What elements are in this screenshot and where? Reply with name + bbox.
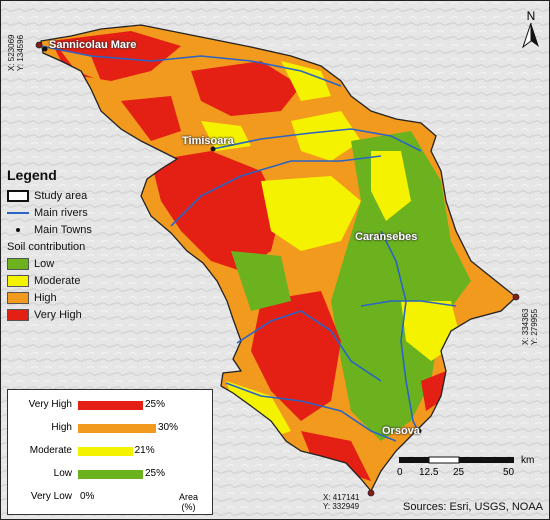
legend-soil-class: Low xyxy=(7,255,157,272)
bar-value-label: 0% xyxy=(80,491,95,502)
study-area-boundary xyxy=(40,24,517,493)
soil-class-swatch xyxy=(7,308,29,321)
legend-soil-title: Soil contribution xyxy=(7,241,86,253)
bar-category-label: Very High xyxy=(28,399,72,410)
town-label-timisoara: Timisoara xyxy=(182,135,234,147)
scale-bar-graphic xyxy=(399,456,514,464)
bar-value-label: 25% xyxy=(145,399,166,410)
soil-class-label: High xyxy=(34,291,57,304)
bar xyxy=(78,424,156,433)
bar xyxy=(78,447,133,456)
main-rivers xyxy=(40,45,457,442)
town-label-orsova: Orsova xyxy=(382,425,420,437)
bar-row: Very Low 0% xyxy=(8,490,212,504)
legend-title: Legend xyxy=(7,167,57,183)
area-bar-chart: Very High 25% High 30% Moderate 21% Low 25% Very… xyxy=(7,389,213,515)
bar-row: Low 25% xyxy=(8,467,212,481)
sources-credit: Sources: Esri, USGS, NOAA xyxy=(403,501,543,513)
north-arrow-icon xyxy=(522,22,539,49)
bar-category-label: Low xyxy=(53,468,72,479)
soil-class-label: Very High xyxy=(34,308,82,321)
town-dot-orsova xyxy=(416,428,422,434)
coord-nw: X: 523069 Y: 134596 xyxy=(7,34,25,71)
bar-category-label: Very Low xyxy=(30,491,72,502)
scale-unit: km xyxy=(521,455,535,466)
soil-class-swatch xyxy=(7,291,29,304)
legend-soil-class: Very High xyxy=(7,306,157,323)
legend-study-area: Study area xyxy=(7,187,157,204)
town-dot-sannicolau xyxy=(42,46,48,52)
scale-ticks: 0 12.5 25 50 xyxy=(397,467,515,478)
bar-value-label: 21% xyxy=(134,445,155,456)
legend-soil-class: Moderate xyxy=(7,272,157,289)
bar-value-label: 25% xyxy=(145,468,166,479)
town-dot-timisoara xyxy=(210,146,216,152)
bar-value-label: 30% xyxy=(158,422,179,433)
soil-class-swatch xyxy=(7,257,29,270)
town-swatch xyxy=(7,224,29,236)
river-swatch xyxy=(7,211,29,214)
legend-soil-class: High xyxy=(7,289,157,306)
north-arrow: N xyxy=(519,9,543,49)
bar-row: Moderate 21% xyxy=(8,444,212,458)
bar-category-label: Moderate xyxy=(29,445,72,456)
soil-class-swatch xyxy=(7,274,29,287)
bar xyxy=(78,470,143,479)
town-label-caransebes: Caransebes xyxy=(355,231,418,243)
coord-east: X: 334363 Y: 279955 xyxy=(521,308,539,345)
bar-row: Very High 25% xyxy=(8,398,212,412)
coord-south: X: 417141 Y: 332949 xyxy=(323,493,360,511)
legend: Legend Study area Main rivers Main Towns… xyxy=(7,167,157,323)
chart-xlabel: Area (%) xyxy=(178,492,198,512)
scale-bar: 0 12.5 25 50 km xyxy=(397,455,534,479)
soil-class-label: Low xyxy=(34,257,55,270)
town-label-sannicolau: Sannicolau Mare xyxy=(49,39,137,51)
legend-rivers: Main rivers xyxy=(7,204,157,221)
corner-points xyxy=(35,41,520,497)
bar-row: High 30% xyxy=(8,421,212,435)
town-markers xyxy=(42,46,422,434)
legend-towns: Main Towns xyxy=(7,221,157,238)
legend-soil-classes: Low Moderate High Very High xyxy=(7,255,157,323)
study-area-swatch xyxy=(7,189,29,202)
bar-category-label: High xyxy=(51,422,72,433)
bar xyxy=(78,401,143,410)
north-label: N xyxy=(526,9,536,23)
soil-class-label: Moderate xyxy=(34,274,81,287)
town-dot-caransebes xyxy=(376,234,382,240)
